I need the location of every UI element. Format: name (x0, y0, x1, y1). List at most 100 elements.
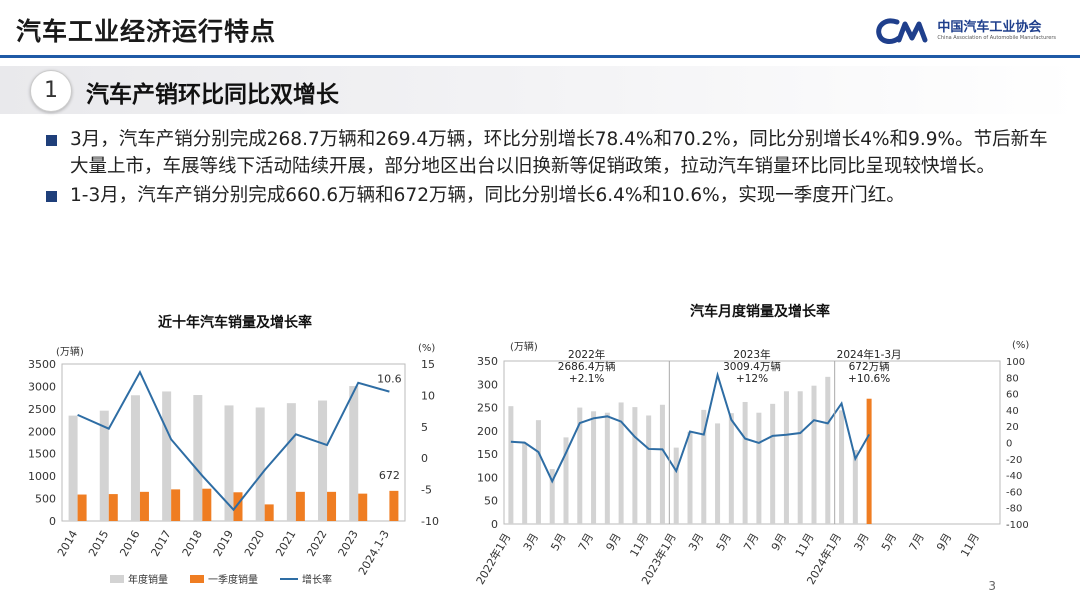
x-tick-label: 2022年1月 (473, 531, 514, 587)
bar-monthly-sales (770, 403, 776, 524)
bar-monthly-sales (591, 411, 597, 524)
y2-tick-label: -80 (1006, 504, 1022, 515)
x-tick-label: 3月 (686, 531, 706, 553)
x-tick-label: 5月 (714, 531, 734, 553)
x-tick-label: 9月 (769, 531, 789, 553)
y-tick-label: 1500 (28, 448, 56, 461)
header-rule (0, 55, 1080, 58)
bar-monthly-sales (742, 401, 748, 524)
bullet-item: 1-3月，汽车产销分别完成660.6万辆和672万辆，同比分别增长6.4%和10… (46, 182, 1056, 209)
y-tick-label: 1000 (28, 470, 56, 483)
bar-q1-sales (327, 491, 337, 521)
annual-sales-chart: 近十年汽车销量及增长率 (万辆) (%) 0 500 1000 1500 2000 2500 30… (28, 314, 439, 586)
y-tick-label: 150 (477, 448, 498, 461)
y2-tick-label: 100 (1006, 357, 1025, 368)
bar-annual-sales (193, 395, 203, 521)
y2-tick-label: -100 (1006, 520, 1029, 531)
annotation-volume: 3009.4万辆 (723, 360, 781, 373)
y-tick-label: 100 (477, 471, 498, 484)
bar-annual-sales (162, 391, 172, 521)
y-tick-label: 3000 (28, 380, 56, 393)
x-tick-label: 2024.1-3 (356, 528, 392, 577)
annotation-volume: 2686.4万辆 (558, 360, 616, 373)
y-tick-label: 0 (491, 518, 498, 531)
annotation-year: 2023年 (733, 348, 770, 361)
annotation-volume: 672万辆 (849, 360, 890, 373)
legend-annual-swatch (110, 575, 124, 583)
x-tick-label: 2021 (273, 528, 298, 559)
page-number: 3 (988, 579, 996, 593)
y2-tick-label: 5 (421, 421, 428, 434)
bullet-list: 3月，汽车产销分别完成268.7万辆和269.4万辆，环比分别增长78.4%和7… (46, 126, 1056, 211)
annotation-growth: +12% (736, 373, 768, 385)
y-tick-label: 2000 (28, 425, 56, 438)
bar-monthly-sales (659, 404, 665, 524)
chart-title: 近十年汽车销量及增长率 (158, 314, 312, 331)
bar-monthly-sales (756, 412, 762, 524)
bar-q1-sales (171, 489, 181, 521)
x-tick-label: 2014 (55, 528, 80, 559)
bullet-square-icon (46, 135, 57, 146)
y-tick-label: 50 (484, 495, 498, 508)
y2-tick-label: -10 (421, 515, 439, 528)
bar-monthly-sales (673, 447, 679, 524)
bar-monthly-sales (825, 376, 831, 524)
bar-monthly-sales (852, 449, 858, 524)
x-tick-label: 11月 (628, 531, 652, 559)
y2-tick-label: 20 (1006, 422, 1019, 433)
x-tick-label: 2018 (180, 528, 205, 559)
legend-growth-label: 增长率 (302, 573, 332, 586)
bar-annual-sales (255, 407, 265, 521)
y2-tick-label: 10 (421, 389, 435, 402)
annotation-year: 2022年 (568, 348, 605, 361)
bar-annual-sales (99, 410, 109, 521)
y-tick-label: 250 (477, 402, 498, 415)
legend-annual-label: 年度销量 (128, 573, 168, 586)
y2-tick-label: 80 (1006, 373, 1019, 384)
x-tick-label: 3月 (851, 531, 871, 553)
x-tick-label: 11月 (958, 531, 982, 559)
x-tick-label: 9月 (603, 531, 623, 553)
y-tick-label: 0 (49, 515, 56, 528)
y2-tick-label: -60 (1006, 487, 1022, 498)
bar-monthly-sales (839, 410, 845, 524)
right-axis-unit: (%) (418, 343, 435, 354)
org-logo: 中国汽车工业协会 China Association of Automobile… (875, 16, 1056, 46)
y2-tick-label: -40 (1006, 471, 1022, 482)
x-tick-label: 9月 (934, 531, 954, 553)
growth-line (510, 371, 870, 484)
bar-monthly-sales (632, 407, 638, 524)
bullet-text: 1-3月，汽车产销分别完成660.6万辆和672万辆，同比分别增长6.4%和10… (70, 185, 905, 206)
y-tick-label: 3500 (28, 358, 56, 371)
bar-annual-sales (286, 403, 296, 521)
bar-q1-sales (389, 490, 399, 521)
x-tick-label: 5月 (879, 531, 899, 553)
y2-tick-label: -20 (1006, 455, 1022, 466)
bar-monthly-sales (577, 407, 583, 524)
bar-q1-sales (77, 494, 87, 521)
y2-tick-label: -5 (421, 484, 432, 497)
bar-monthly-sales (549, 469, 555, 524)
caam-logo-icon (876, 18, 928, 44)
left-axis-unit: (万辆) (510, 340, 538, 353)
bar-monthly-sales (563, 437, 569, 524)
y2-tick-label: 0 (421, 452, 428, 465)
x-tick-label: 2022 (304, 528, 329, 559)
bar-monthly-sales (728, 413, 734, 524)
x-tick-label: 2016 (117, 528, 142, 559)
bar-monthly-sales (646, 415, 652, 524)
charts-area: 近十年汽车销量及增长率 (万辆) (%) 0 500 1000 1500 2000 2500 30… (0, 296, 1080, 609)
x-tick-label: 7月 (907, 531, 927, 553)
left-axis-unit: (万辆) (56, 345, 84, 358)
y2-tick-label: 40 (1006, 406, 1019, 417)
bullet-text: 3月，汽车产销分别完成268.7万辆和269.4万辆，环比分别增长78.4%和7… (70, 129, 1048, 177)
bar-annual-sales (68, 415, 78, 521)
bar-annual-sales (130, 395, 140, 521)
bar-q1-sales (358, 493, 368, 521)
annotation-growth: +2.1% (569, 373, 604, 385)
org-name-cn: 中国汽车工业协会 (937, 19, 1042, 35)
bar-monthly-sales (701, 409, 707, 524)
plot-frame (503, 360, 1001, 525)
chart-title: 汽车月度销量及增长率 (690, 303, 830, 320)
bar-q1-sales (233, 492, 243, 521)
